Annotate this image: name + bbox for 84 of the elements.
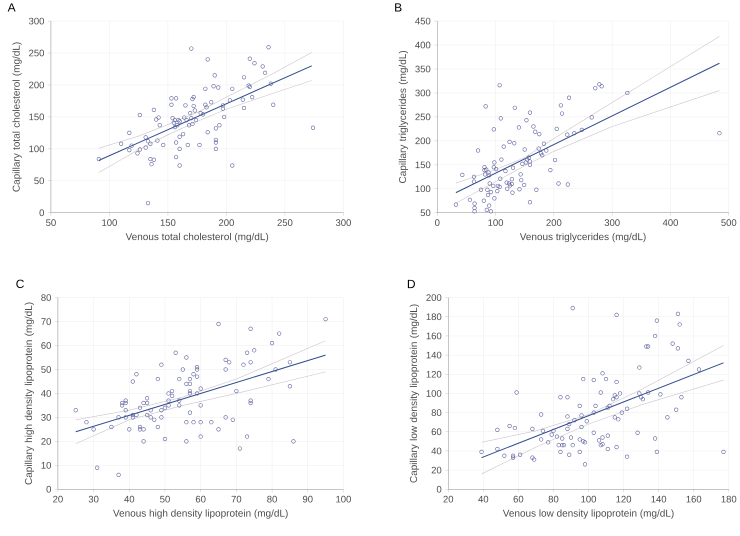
x-tick-label: 100 — [581, 496, 596, 502]
y-axis-title: Capillary high density lipoprotein (mg/dL) — [24, 302, 34, 484]
y-tick-label: 400 — [415, 42, 430, 48]
x-tick-label: 100 — [336, 496, 351, 502]
x-tick-label: 300 — [336, 219, 351, 226]
x-tick-label: 30 — [88, 496, 98, 502]
x-tick-label: 20 — [53, 496, 63, 502]
y-tick-label: 180 — [426, 313, 442, 320]
x-tick-label: 180 — [722, 496, 736, 502]
y-tick-label: 150 — [416, 161, 430, 168]
y-tick-label: 10 — [42, 462, 52, 469]
x-tick-label: 200 — [218, 219, 234, 226]
y-tick-label: 150 — [29, 113, 44, 120]
chart-title: C — [16, 280, 24, 288]
y-tick-label: 250 — [29, 50, 44, 56]
line-series — [481, 345, 724, 443]
chart-title: A — [8, 3, 16, 12]
y-tick-label: 450 — [415, 18, 430, 24]
line-series — [75, 371, 326, 444]
line-series — [481, 380, 724, 474]
y-tick-label: 250 — [415, 113, 430, 120]
y-tick-label: 200 — [426, 294, 442, 301]
x-axis-title: Venous low density lipoprotein (mg/dL) — [502, 509, 674, 519]
y-tick-label: 300 — [415, 90, 430, 96]
x-tick-label: 80 — [267, 496, 277, 502]
y-tick-label: 40 — [431, 447, 442, 454]
x-axis-title: Venous total cholesterol (mg/dL) — [126, 232, 268, 242]
line-series — [456, 36, 720, 184]
y-tick-label: 50 — [34, 177, 44, 184]
x-tick-label: 150 — [160, 219, 176, 226]
x-tick-label: 40 — [124, 496, 134, 502]
x-tick-label: 50 — [160, 496, 170, 502]
y-tick-label: 0 — [436, 486, 442, 493]
x-tick-label: 70 — [232, 496, 242, 502]
y-tick-label: 40 — [41, 390, 52, 397]
y-tick-label: 350 — [415, 66, 430, 72]
y-tick-label: 50 — [41, 366, 52, 373]
x-tick-label: 200 — [546, 219, 562, 226]
y-tick-label: 50 — [420, 209, 430, 216]
x-tick-label: 100 — [102, 219, 117, 226]
y-tick-label: 140 — [426, 352, 442, 358]
y-tick-label: 0 — [46, 486, 52, 493]
line-series — [98, 80, 312, 173]
y-tick-label: 60 — [432, 428, 442, 436]
x-tick-label: 500 — [721, 219, 736, 226]
y-tick-label: 20 — [41, 438, 52, 445]
y-axis-title: Capillary triglycerides (mg/dL) — [398, 50, 408, 183]
x-tick-label: 50 — [46, 219, 56, 226]
y-tick-label: 30 — [41, 414, 52, 421]
x-tick-label: 60 — [514, 496, 524, 502]
y-tick-label: 70 — [41, 318, 52, 325]
y-tick-label: 100 — [29, 145, 44, 152]
y-tick-label: 100 — [416, 185, 430, 192]
y-axis-title: Capillary low density lipoprotein (mg/dL) — [410, 304, 420, 482]
x-tick-label: 400 — [662, 219, 678, 226]
y-axis-title: Capillary total cholesterol (mg/dL) — [12, 42, 22, 192]
chart-title: B — [395, 3, 402, 12]
line-series — [98, 52, 312, 148]
x-tick-label: 250 — [277, 219, 292, 226]
y-tick-label: 80 — [432, 409, 442, 416]
y-tick-label: 300 — [28, 18, 44, 24]
x-tick-label: 100 — [488, 219, 504, 226]
x-tick-label: 140 — [651, 496, 666, 502]
y-tick-label: 120 — [426, 370, 442, 378]
x-tick-label: 90 — [302, 496, 313, 502]
x-tick-label: 40 — [478, 496, 488, 502]
y-tick-label: 20 — [432, 466, 442, 474]
x-tick-label: 60 — [196, 496, 206, 502]
x-tick-label: 80 — [548, 496, 558, 502]
y-tick-label: 160 — [426, 332, 442, 340]
chart-title: D — [408, 280, 415, 288]
y-tick-label: 80 — [41, 294, 52, 301]
line-series — [75, 340, 326, 420]
y-tick-label: 200 — [29, 82, 44, 88]
x-tick-label: 300 — [604, 219, 620, 226]
y-tick-label: 100 — [426, 390, 442, 397]
x-axis-title: Venous triglycerides (mg/dL) — [520, 232, 646, 242]
y-tick-label: 200 — [415, 137, 430, 144]
y-tick-label: 0 — [39, 209, 44, 216]
x-tick-label: 120 — [616, 496, 632, 502]
x-tick-label: 160 — [686, 496, 702, 502]
x-tick-label: 20 — [443, 496, 454, 502]
y-tick-label: 60 — [41, 342, 52, 349]
x-axis-title: Venous high density lipoprotein (mg/dL) — [113, 509, 288, 519]
